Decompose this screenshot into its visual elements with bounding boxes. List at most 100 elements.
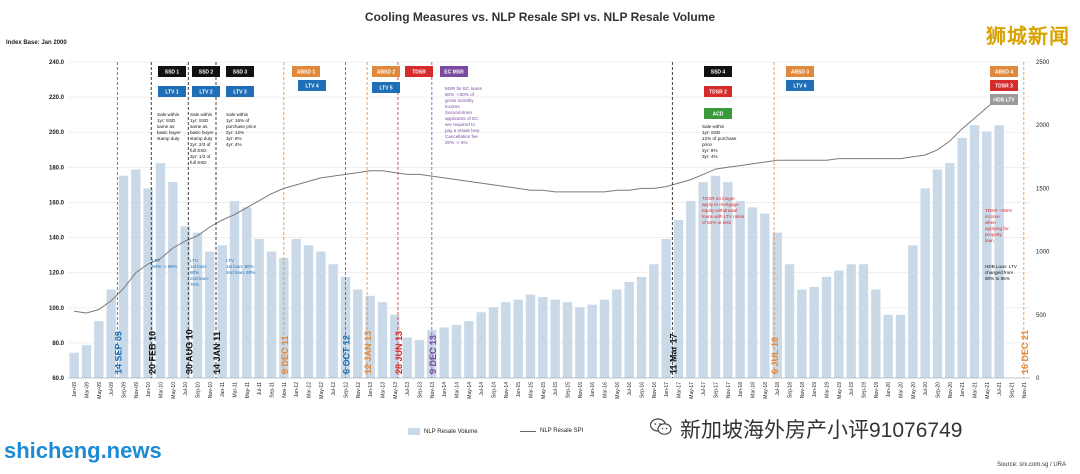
measure-box <box>704 108 732 119</box>
x-tick-label: Mar-15 <box>529 382 535 398</box>
event-date-label: 8 DEC 11 <box>280 335 290 374</box>
measure-note-line: applicants of EC <box>445 116 479 121</box>
measure-box-label: SSD 3 <box>233 70 248 76</box>
measure-box <box>704 66 732 77</box>
measure-note-line: income <box>445 104 460 109</box>
x-tick-label: Jul-16 <box>627 382 633 396</box>
x-tick-label: May-15 <box>541 382 547 399</box>
measure-box <box>990 66 1018 77</box>
measure-box <box>226 66 254 77</box>
measure-note-line: Cancellation fee <box>445 134 478 139</box>
x-tick-label: Nov-09 <box>134 382 140 398</box>
x-tick-label: Nov-15 <box>578 382 584 398</box>
x-tick-label: May-09 <box>97 382 103 399</box>
legend-spi: NLP Resale SPI <box>520 428 583 434</box>
volume-bar <box>353 289 363 378</box>
volume-bar <box>562 302 573 378</box>
volume-bar <box>994 125 1004 378</box>
measure-note-line: Sale within <box>190 112 213 117</box>
measure-note-line: 2yr: 12% <box>226 130 244 135</box>
measure-note-line: 20% -> 5% <box>445 140 468 145</box>
index-base-label: Index Base: Jan 2000 <box>6 40 67 46</box>
measure-note-line: income <box>985 214 1000 219</box>
measure-box-label: ACD <box>713 112 724 118</box>
volume-bar <box>229 201 240 378</box>
legend-volume-label: NLP Resale Volume <box>424 428 478 435</box>
x-tick-label: Jul-18 <box>775 382 781 396</box>
x-tick-label: Jul-17 <box>701 382 707 396</box>
volume-bar <box>698 182 708 378</box>
event-date-label: 14 SEP 09 <box>113 331 123 374</box>
right-tick-label: 1500 <box>1036 186 1050 192</box>
measure-note-line: when <box>985 220 996 225</box>
measure-box <box>990 80 1018 91</box>
volume-bar <box>587 304 597 378</box>
x-tick-label: Sep-12 <box>344 382 350 398</box>
measure-box-label: LTV 2 <box>199 90 212 96</box>
measure-note-line: stamp duty <box>190 136 213 141</box>
x-tick-label: Jul-21 <box>997 382 1003 396</box>
measure-note-line: property <box>985 232 1003 237</box>
measure-box-label: TDSR 2 <box>709 90 727 96</box>
measure-note-line: 90% to 85% <box>985 276 1010 281</box>
measure-note-line: 90% -> 80% <box>152 264 177 269</box>
x-tick-label: Nov-18 <box>800 382 806 398</box>
volume-bar <box>809 286 819 378</box>
measure-note-line: purchase price <box>226 124 257 129</box>
volume-bar <box>328 264 338 378</box>
measure-note-line: 1st loan: <box>190 264 207 269</box>
measure-box <box>372 66 400 77</box>
x-tick-label: Mar-19 <box>825 382 831 398</box>
watermark-bottom-right: 新加坡海外房产小评91076749 <box>680 419 963 442</box>
x-tick-label: May-14 <box>467 382 473 399</box>
measure-note-line: TDSR no longer <box>702 196 735 201</box>
volume-bar <box>686 201 696 378</box>
measure-note: TDSR no longer apply to mortgage equity wi… <box>702 196 745 225</box>
measure-note-line: apply to mortgage <box>702 202 739 207</box>
measure-box <box>704 86 732 97</box>
volume-bar <box>439 327 449 378</box>
x-tick-label: Jan-19 <box>812 382 818 398</box>
measure-note-line: 70% <box>190 282 199 287</box>
x-tick-label: Sep-11 <box>270 382 276 398</box>
measure-box-label: EC MSR <box>444 70 464 76</box>
measure-box <box>158 86 186 97</box>
measure-box <box>298 80 326 91</box>
chart-title: Cooling Measures vs. NLP Resale SPI vs. … <box>364 10 716 24</box>
volume-bar <box>710 175 721 378</box>
volume-bar <box>969 125 980 378</box>
x-tick-label: Sep-10 <box>196 382 202 398</box>
measure-note: Sale within 1yr: 16% of purchase price 2yr:… <box>226 112 257 147</box>
x-tick-label: Jan-16 <box>590 382 596 398</box>
legend-volume-swatch <box>408 428 420 435</box>
x-tick-label: May-18 <box>763 382 769 399</box>
volume-bar <box>871 289 881 378</box>
event-date-label: 30 AUG 10 <box>184 329 194 374</box>
left-tick-label: 60.0 <box>52 376 64 382</box>
x-tick-label: Sep-09 <box>122 382 128 398</box>
volume-bar <box>266 251 277 378</box>
measure-box <box>786 66 814 77</box>
volume-bar <box>316 251 326 378</box>
volume-bar <box>575 307 585 378</box>
measure-box <box>990 94 1018 105</box>
volume-bar <box>920 188 930 378</box>
volume-bar <box>649 264 659 378</box>
x-tick-label: Mar-13 <box>381 382 387 398</box>
volume-bar <box>945 163 955 378</box>
measure-note-line: LTV <box>190 258 199 263</box>
volume-bar <box>501 302 511 378</box>
x-tick-label: Nov-19 <box>874 382 880 398</box>
measure-note-line: Sale within <box>702 124 725 129</box>
measure-note-line: TDSR ->55% <box>985 208 1012 213</box>
measure-box <box>440 66 468 77</box>
measure-box-label: LTV 6 <box>793 84 806 90</box>
measure-note-line: 3yr: 4% <box>702 154 718 159</box>
measure-box <box>158 66 186 77</box>
measure-note-line: of 50% or less <box>702 220 732 225</box>
measure-note: LTV 90% -> 80% <box>152 258 177 269</box>
measure-note: TDSR ->55% income when applying for property… <box>985 208 1012 243</box>
x-tick-label: Mar-21 <box>973 382 979 398</box>
measure-box-label: LTV 3 <box>233 90 246 96</box>
